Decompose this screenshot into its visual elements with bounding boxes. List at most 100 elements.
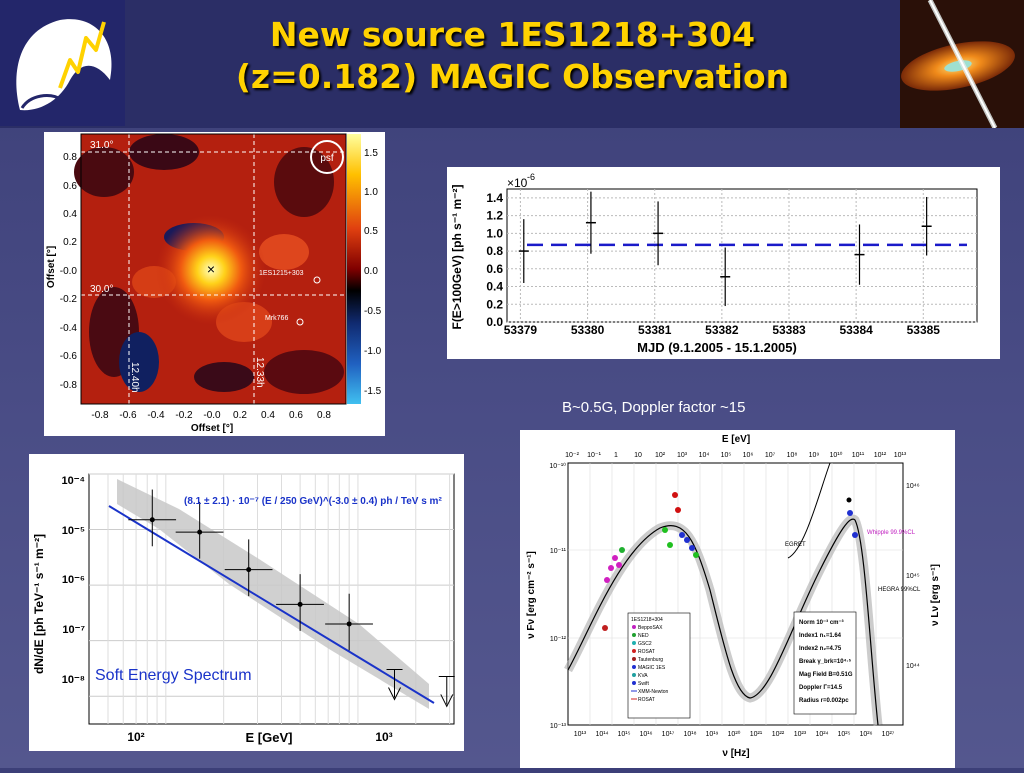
sp-ul-arrow [388,687,401,701]
sed-params: Norm 10⁻³ cm⁻³ Index1 n₁=1.64 Index2 n₂=… [799,619,853,704]
sp-point [297,601,303,607]
sp-ylabel: dN/dE [ph TeV⁻¹ s⁻¹ m⁻²] [32,534,46,674]
ytick: -0.0 [60,266,78,277]
sed-point [672,492,678,498]
legend-item: MAGIC 1ES [638,665,666,671]
sp-point [149,517,155,523]
lc-ytick: 0.8 [486,244,503,258]
sed-right-ticks: 10⁴⁶ 10⁴⁵ 10⁴⁴ [906,483,920,670]
param: Radius r=0.002pc [799,698,849,704]
skymap-plot: 31.0° 30.0° 12.40h 12.33h psf × 1ES1215+… [46,133,382,434]
xtick: -0.2 [175,410,193,421]
bottom-tick: 10¹⁵ [617,731,630,738]
right-tick: 10⁴⁴ [906,663,920,670]
skymap-frame [80,133,347,405]
sp-marks [128,489,455,708]
bottom-tick: 10¹⁸ [683,731,696,738]
sp-ytick: 10⁻⁴ [62,475,85,487]
right-tick: 10⁴⁵ [906,573,920,580]
bottom-tick: 10²¹ [750,731,763,738]
slide-title: New source 1ES1218+304 (z=0.182) MAGIC O… [125,14,900,98]
top-tick: 10⁻¹ [587,452,601,459]
sp-formula: (8.1 ± 2.1) · 10⁻⁷ (E / 250 GeV)^(-3.0 ±… [184,496,442,507]
sp-powerlaw-fit [108,505,435,704]
left-tick: 10⁻¹¹ [550,548,567,555]
xtick: -0.0 [203,410,221,421]
sp-ytick: 10⁻⁷ [62,624,85,636]
xtick: 0.2 [233,410,247,421]
dec-30-label: 30.0° [90,284,113,295]
sed-point [619,547,625,553]
sp-xtick: 10² [127,730,144,744]
sed-panel: EGRET Whipple 99.9%CL HEGRA 99%CL 1ES121… [520,430,955,768]
top-tick: 10¹² [874,452,887,459]
left-tick: 10⁻¹³ [550,723,567,730]
egret-label: EGRET [785,542,806,548]
sed-point [693,552,699,558]
legend-item: NED [638,633,649,639]
xtick: 0.4 [261,410,275,421]
bottom-tick: 10¹⁹ [705,731,718,738]
sed-plot: EGRET Whipple 99.9%CL HEGRA 99%CL 1ES121… [526,434,941,759]
sed-params-box [793,611,857,715]
lc-xtick: 53379 [504,323,538,337]
top-tick: 10¹⁰ [830,451,843,459]
whipple-label: Whipple 99.9%CL [867,530,916,536]
src-1es1215-marker [313,276,321,284]
legend-item: ROSAT [638,697,655,703]
lc-frame [506,188,978,323]
bottom-tick: 10¹⁴ [595,731,608,738]
right-tick: 10⁴⁶ [906,483,920,490]
top-tick: 10⁷ [765,452,776,459]
sp-error-band [117,479,429,709]
bottom-tick: 10¹⁶ [640,731,653,738]
lc-ytick: 0.6 [486,262,503,276]
blazar-illustration [900,0,1024,128]
legend-item: 1ES1218+304 [631,617,663,623]
left-tick: 10⁻¹² [550,636,567,643]
sed-point [689,545,695,551]
skymap-yticks: 0.8 0.6 0.4 0.2 -0.0 -0.2 -0.4 -0.6 -0.8 [60,152,78,391]
top-tick: 10¹¹ [852,452,865,459]
sed-point [852,532,858,538]
bottom-tick: 10²² [772,731,785,738]
coordinate-grid [81,134,346,404]
ytick: -0.8 [60,380,78,391]
legend-item: GSC2 [638,641,652,647]
sp-ytick: 10⁻⁶ [62,574,85,586]
lc-ytick: 0.0 [486,315,503,329]
sp-ul-arrow [440,694,454,708]
bottom-tick: 10²⁴ [815,731,828,738]
cbar-tick: 1.0 [364,187,378,198]
lc-xticks: 53379 53380 53381 53382 53383 53384 5338… [504,323,941,337]
sed-point [847,510,853,516]
sed-point [604,577,610,583]
bottom-tick: 10²⁵ [837,731,850,738]
left-tick: 10⁻¹⁰ [549,462,566,470]
sp-ytick: 10⁻⁵ [62,525,85,537]
xtick: -0.8 [91,410,109,421]
xtick: -0.6 [119,410,137,421]
param: Doppler Γ=14.5 [799,685,843,691]
sed-point [612,555,618,561]
lc-xlabel: MJD (9.1.2005 - 15.1.2005) [637,340,797,355]
ra-1233-label: 12.33h [254,357,265,388]
src-mrk766-label: Mrk766 [265,315,288,322]
top-tick: 10⁹ [809,452,820,459]
lc-grid [506,188,978,323]
top-tick: 10⁻² [565,452,579,459]
lc-xtick: 53385 [907,323,941,337]
skymap-texture [74,134,344,394]
lc-ytick: 0.4 [486,280,503,294]
cbar-tick: -1.5 [364,386,382,397]
top-tick: 10⁶ [743,452,754,459]
legend-item: KVA [638,673,648,679]
spectrum-panel: (8.1 ± 2.1) · 10⁻⁷ (E / 250 GeV)^(-3.0 ±… [29,454,464,751]
ytick: 0.6 [63,181,77,192]
dec-31-label: 31.0° [90,140,113,151]
sed-xlabel: ν [Hz] [722,748,749,759]
lc-xtick: 53383 [772,323,806,337]
top-tick: 10¹³ [894,452,907,459]
lc-ylabel: F(E>100GeV) [ph s⁻¹ m⁻²] [450,184,464,329]
cbar-tick: 1.5 [364,148,378,159]
